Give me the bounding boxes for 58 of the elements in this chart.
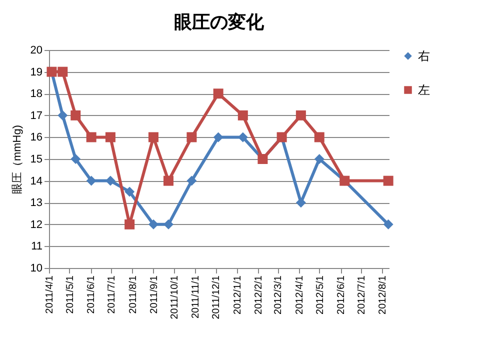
x-tick-label: 2011/5/1 — [64, 275, 76, 314]
point — [314, 154, 324, 164]
point — [58, 110, 68, 120]
point — [124, 219, 135, 230]
x-tick-label: 2011/9/1 — [148, 275, 160, 314]
x-tick-label: 2011/12/1 — [211, 275, 222, 320]
x-tick-label: 2011/6/1 — [86, 275, 98, 314]
point — [163, 219, 174, 230]
y-tick-label: 15 — [30, 154, 42, 166]
x-tick-label: 2012/1/1 — [232, 275, 244, 314]
y-tick-label: 13 — [30, 197, 42, 210]
x-tick-label: 2012/8/1 — [378, 275, 389, 314]
x-tick-label: 2011/4/1 — [44, 275, 56, 314]
x-tick-label: 2012/6/1 — [336, 275, 348, 314]
x-tick-label: 2012/7/1 — [356, 275, 368, 314]
point — [186, 176, 197, 186]
y-tick-label: 18 — [30, 88, 42, 100]
point — [70, 154, 81, 164]
point — [86, 176, 96, 186]
x-tick-label: 2011/7/1 — [106, 275, 118, 314]
point — [124, 186, 135, 197]
point — [105, 176, 116, 186]
point — [148, 132, 158, 142]
x-tick-label: 2012/5/1 — [314, 275, 326, 314]
chart-title: 眼圧の変化 — [174, 12, 265, 32]
legend-label: 右 — [418, 49, 430, 63]
x-tick-label: 2012/3/1 — [273, 275, 284, 314]
point — [186, 132, 197, 142]
x-tick-label: 2011/8/1 — [128, 275, 139, 314]
x-tick-label: 2011/11/1 — [190, 275, 202, 319]
point — [296, 110, 306, 120]
point — [383, 219, 394, 230]
point — [238, 132, 248, 142]
point — [148, 219, 158, 230]
point — [238, 110, 248, 120]
point — [105, 132, 116, 142]
y-tick-label: 16 — [30, 132, 42, 144]
y-tick-label: 14 — [30, 175, 42, 188]
x-tick-label: 2011/10/1 — [169, 275, 180, 320]
point — [383, 176, 394, 186]
point — [213, 132, 224, 142]
y-tick-label: 10 — [30, 262, 42, 274]
point — [70, 110, 81, 120]
x-tick-label: 2012/2/1 — [253, 275, 264, 314]
y-tick-label: 12 — [30, 218, 42, 231]
point — [314, 132, 324, 142]
point — [163, 176, 174, 186]
y-axis-title: 眼圧（mmHg) — [11, 124, 24, 194]
y-tick-label: 17 — [30, 110, 42, 122]
y-tick-label: 19 — [30, 66, 42, 78]
point — [213, 88, 224, 99]
point — [58, 66, 68, 77]
legend-label: 左 — [418, 83, 430, 97]
y-tick-label: 20 — [30, 44, 42, 56]
point — [296, 198, 306, 208]
point — [86, 132, 96, 142]
x-tick-label: 2012/4/1 — [294, 275, 306, 314]
y-tick-label: 11 — [31, 240, 42, 253]
